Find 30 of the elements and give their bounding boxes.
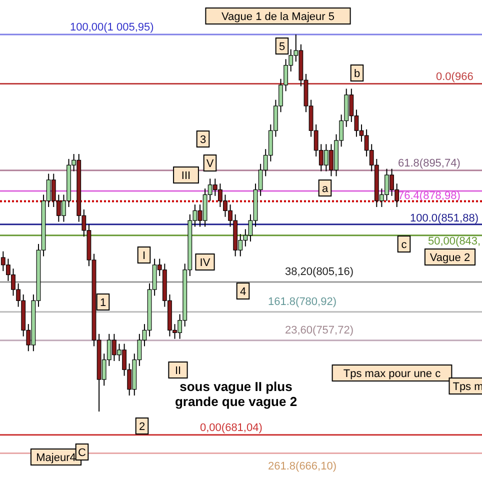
annotation: sous vague II plus grande que vague 2: [174, 379, 298, 409]
annotation: 2: [138, 421, 146, 433]
annotation: II: [174, 365, 182, 377]
annotation: III: [181, 170, 191, 182]
text: c: [401, 239, 408, 251]
annotation: 1: [100, 297, 106, 309]
annotation: 5: [278, 41, 286, 53]
annotation: Majeur4: [36, 452, 76, 464]
annotation: I: [142, 250, 146, 262]
ref-line-label: 161.8(780,92): [268, 296, 336, 308]
annotation: 3: [200, 134, 206, 146]
text: Vague 2: [430, 252, 470, 264]
annotation: V: [206, 158, 214, 170]
ref-line-label: 23,60(757,72): [285, 324, 354, 336]
ref-line-label: 61.8(895,74): [398, 157, 460, 170]
annotation: a: [322, 183, 329, 195]
annotation: IV: [200, 257, 211, 269]
ref-line-label: 100.0(851,88): [410, 212, 478, 224]
annotation: b: [354, 68, 360, 80]
ref-line-label: 261.8(666,10): [268, 460, 336, 472]
ref-line-label: 50,00(843,: [428, 235, 481, 248]
annotation: C: [78, 447, 86, 459]
annotation: Vague 1 de la Majeur 5: [222, 11, 334, 23]
ref-line-label: 0,00(681,04): [200, 422, 262, 434]
ref-line-label: 0.0(966: [436, 70, 474, 83]
ref-line-label: 100,00(1 005,95): [70, 22, 154, 34]
ref-line-label: 76.4(878,98): [398, 190, 460, 202]
annotation: Tps max pour une c: [343, 368, 442, 380]
annotation: 4: [240, 286, 246, 298]
ref-line-label: 38,20(805,16): [285, 266, 354, 278]
